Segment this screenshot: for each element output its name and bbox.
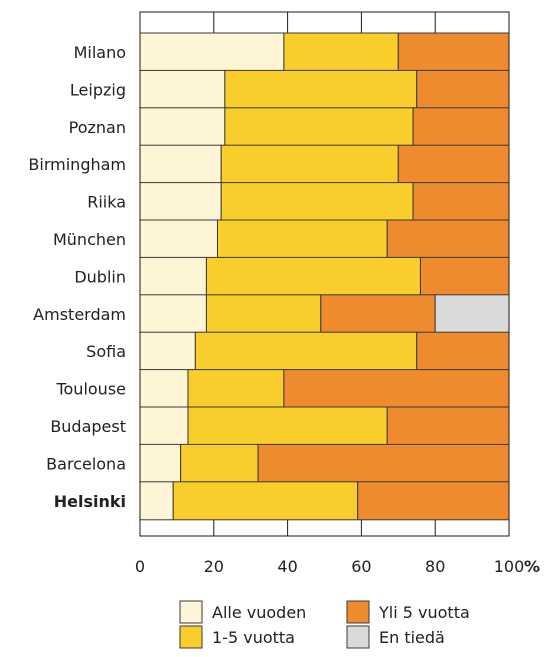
bar-poznan-yli-5-vuotta [412, 107, 510, 147]
legend-swatch-1-5-vuotta [179, 625, 203, 649]
bar-munchen-alle-vuoden [139, 219, 218, 259]
bar-budapest-yli-5-vuotta [386, 406, 510, 446]
bar-helsinki-1-5-vuotta [172, 481, 359, 521]
bar-dublin-yli-5-vuotta [419, 256, 510, 296]
legend-label-alle-vuoden: Alle vuoden [212, 603, 306, 622]
category-label-helsinki: Helsinki [54, 492, 126, 511]
bar-milano-yli-5-vuotta [397, 32, 510, 72]
category-label-toulouse: Toulouse [55, 380, 126, 399]
bar-toulouse-1-5-vuotta [187, 369, 285, 409]
bar-poznan-alle-vuoden [139, 107, 226, 147]
bar-leipzig-yli-5-vuotta [416, 69, 510, 109]
legend-swatch-en-tieda [346, 625, 370, 649]
legend-label-yli-5-vuotta: Yli 5 vuotta [378, 603, 470, 622]
bar-riika-yli-5-vuotta [412, 182, 510, 222]
x-tick-label-40: 40 [277, 557, 297, 576]
bar-birmingham-alle-vuoden [139, 144, 222, 184]
bar-milano-alle-vuoden [139, 32, 285, 72]
category-label-birmingham: Birmingham [28, 155, 126, 174]
bar-birmingham-1-5-vuotta [220, 144, 399, 184]
bar-toulouse-alle-vuoden [139, 369, 189, 409]
bar-birmingham-yli-5-vuotta [397, 144, 510, 184]
legend-swatch-alle-vuoden [179, 600, 203, 624]
category-label-milano: Milano [74, 43, 126, 62]
bar-munchen-1-5-vuotta [216, 219, 388, 259]
bar-toulouse-yli-5-vuotta [283, 369, 510, 409]
bar-sofia-1-5-vuotta [194, 331, 418, 371]
bar-riika-alle-vuoden [139, 182, 222, 222]
bar-amsterdam-1-5-vuotta [205, 294, 322, 334]
bar-barcelona-1-5-vuotta [180, 443, 259, 483]
bar-riika-1-5-vuotta [220, 182, 414, 222]
x-tick-label-0: 0 [135, 557, 145, 576]
plot-border [139, 11, 510, 537]
category-label-budapest: Budapest [50, 417, 126, 436]
category-label-amsterdam: Amsterdam [33, 305, 126, 324]
legend: Alle vuoden Yli 5 vuotta 1-5 vuotta En tied… [179, 600, 470, 649]
x-axis-ticks: 0 20 40 60 80 100% [135, 557, 540, 576]
plot-frame [139, 11, 510, 537]
bar-amsterdam-yli-5-vuotta [320, 294, 436, 334]
bar-sofia-yli-5-vuotta [416, 331, 510, 371]
category-label-sofia: Sofia [86, 342, 126, 361]
bar-dublin-alle-vuoden [139, 256, 207, 296]
category-labels: Milano Leipzig Poznan Birmingham Riika Münche… [28, 43, 126, 511]
category-label-leipzig: Leipzig [70, 80, 126, 99]
category-label-poznan: Poznan [69, 118, 126, 137]
x-tick-label-20: 20 [204, 557, 224, 576]
bar-poznan-1-5-vuotta [224, 107, 414, 147]
category-label-barcelona: Barcelona [46, 454, 126, 473]
bar-amsterdam-alle-vuoden [139, 294, 207, 334]
bar-budapest-1-5-vuotta [187, 406, 388, 446]
legend-label-en-tieda: En tiedä [379, 628, 445, 647]
category-label-dublin: Dublin [74, 267, 126, 286]
bar-helsinki-alle-vuoden [139, 481, 174, 521]
bar-sofia-alle-vuoden [139, 331, 196, 371]
bars [139, 32, 510, 521]
bar-milano-1-5-vuotta [283, 32, 399, 72]
bar-leipzig-1-5-vuotta [224, 69, 418, 109]
bar-dublin-1-5-vuotta [205, 256, 421, 296]
bar-helsinki-yli-5-vuotta [357, 481, 510, 521]
bar-barcelona-alle-vuoden [139, 443, 182, 483]
bar-munchen-yli-5-vuotta [386, 219, 510, 259]
bar-leipzig-alle-vuoden [139, 69, 226, 109]
x-tick-label-60: 60 [351, 557, 371, 576]
category-label-munchen: München [53, 230, 126, 249]
bar-budapest-alle-vuoden [139, 406, 189, 446]
bar-barcelona-yli-5-vuotta [257, 443, 510, 483]
x-tick-label-100: 100 [494, 557, 525, 576]
legend-label-1-5-vuotta: 1-5 vuotta [212, 628, 295, 647]
category-label-riika: Riika [87, 193, 126, 212]
legend-swatch-yli-5-vuotta [346, 600, 370, 624]
x-tick-label-80: 80 [425, 557, 445, 576]
bar-amsterdam-en-tieda [434, 294, 510, 334]
x-axis-unit: % [524, 557, 540, 576]
